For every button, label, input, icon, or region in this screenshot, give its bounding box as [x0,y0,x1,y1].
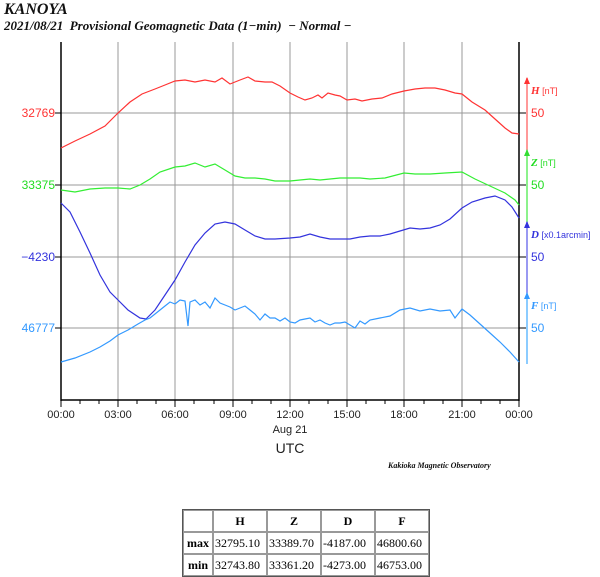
table-row: min 32743.80 33361.20 -4273.00 46753.00 [183,554,429,576]
d-unit-label: D [x0.1arcmin] [531,229,591,241]
observatory-credit: Kakioka Magnetic Observatory [388,461,491,470]
min-h: 32743.80 [213,554,267,576]
x-tick-label: 06:00 [161,409,189,421]
x-tick-label: 09:00 [219,409,247,421]
x-tick-label: 12:00 [276,409,304,421]
x-tick-label: 21:00 [448,409,476,421]
stats-header-row: H Z D F [183,510,429,532]
max-h: 32795.10 [213,532,267,554]
row-label-min: min [183,554,213,576]
header-z: Z [267,510,321,532]
h-scale-label: 50 [531,106,545,120]
x-tick-label: 15:00 [333,409,361,421]
corner-cell [183,510,213,532]
min-d: -4273.00 [321,554,375,576]
x-tick-label: 00:00 [505,409,533,421]
min-f: 46753.00 [375,554,429,576]
z-baseline-label: 33375 [21,178,55,192]
h-unit-label: H [nT] [531,85,558,97]
station-title: KANOYA [4,1,68,18]
max-d: -4187.00 [321,532,375,554]
x-tick-label: 18:00 [390,409,418,421]
d-scale-label: 50 [531,250,545,264]
x-axis-title: UTC [275,440,305,456]
min-z: 33361.20 [267,554,321,576]
stats-table: H Z D F max 32795.10 33389.70 -4187.00 4… [182,509,430,577]
f-trace [60,296,520,363]
z-scale-label: 50 [531,178,545,192]
chart-subtitle: 2021/08/21 Provisional Geomagnetic Data … [4,18,352,33]
z-trace [60,162,520,206]
header-f: F [375,510,429,532]
x-tick-label: 03:00 [104,409,132,421]
header-h: H [213,510,267,532]
f-baseline-label: 46777 [21,321,55,335]
h-trace [60,76,520,149]
x-axis-date: Aug 21 [272,424,308,436]
z-unit-label: Z [nT] [531,157,556,169]
header-d: D [321,510,375,532]
x-tick-label: 00:00 [47,409,75,421]
right-scale-arrows [524,77,530,364]
f-scale-label: 50 [531,321,545,335]
d-baseline-label: −4230 [21,250,55,264]
horizontal-gridlines [55,112,525,329]
max-z: 33389.70 [267,532,321,554]
f-unit-label: F [nT] [531,300,557,312]
row-label-max: max [183,532,213,554]
d-trace [60,195,520,320]
magnetogram-plot [55,42,530,407]
vertical-gridlines [117,42,463,400]
x-ticks [60,400,520,407]
table-row: max 32795.10 33389.70 -4187.00 46800.60 [183,532,429,554]
h-baseline-label: 32769 [21,106,55,120]
max-f: 46800.60 [375,532,429,554]
